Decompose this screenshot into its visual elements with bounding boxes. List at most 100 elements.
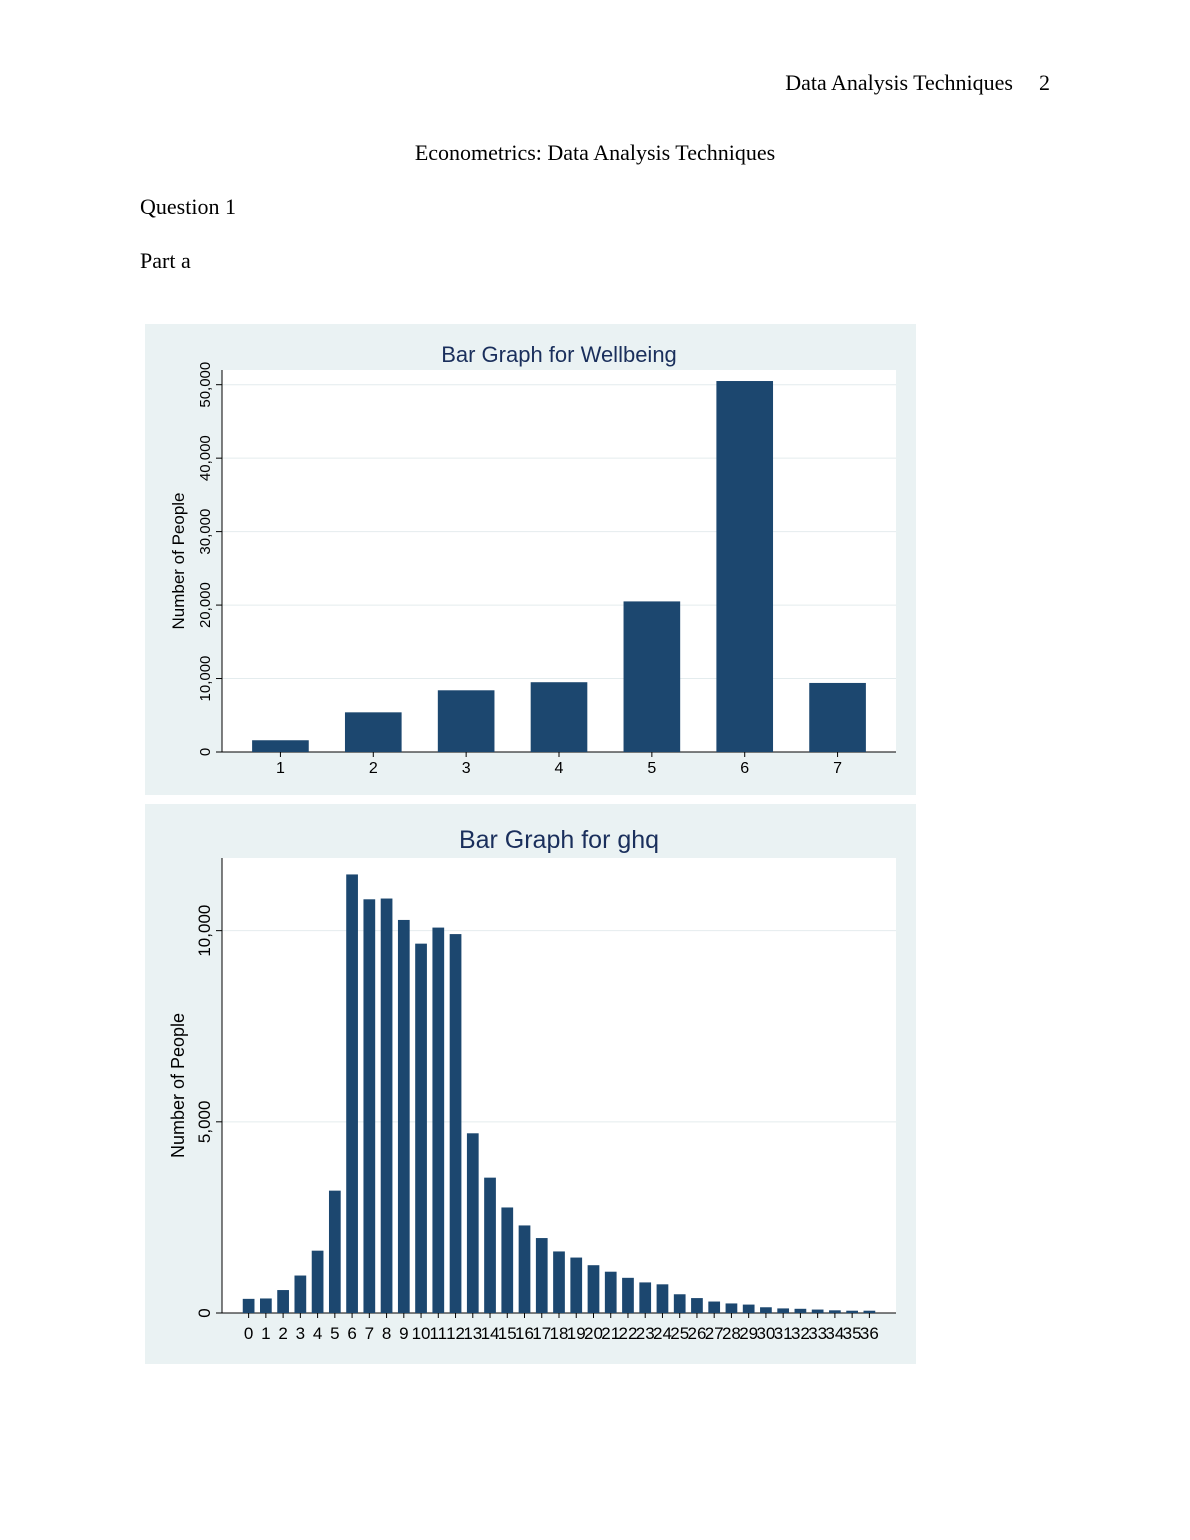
ghq-xtick-label: 7 [365, 1324, 374, 1343]
ghq-bar [535, 1238, 548, 1313]
ghq-xtick-label: 27 [705, 1324, 724, 1343]
part-heading: Part a [140, 248, 191, 273]
ghq-bar [501, 1207, 514, 1313]
ghq-bar [518, 1225, 531, 1313]
ghq-xtick-label: 13 [463, 1324, 482, 1343]
wellbeing-bar [437, 690, 495, 752]
ghq-plot-area [222, 858, 896, 1313]
ghq-xtick-label: 3 [296, 1324, 305, 1343]
ghq-bar [415, 943, 427, 1313]
wellbeing-bar [809, 682, 866, 752]
ghq-bar [777, 1308, 790, 1313]
ghq-bar [380, 898, 393, 1313]
ghq-bar [794, 1308, 807, 1313]
ghq-xtick-label: 29 [739, 1324, 758, 1343]
ghq-xtick-label: 4 [313, 1324, 322, 1343]
wellbeing-y-axis-label: Number of People [169, 492, 188, 629]
ghq-xtick-label: 21 [601, 1324, 620, 1343]
ghq-xtick-label: 18 [550, 1324, 569, 1343]
wellbeing-xtick-label: 1 [276, 760, 285, 777]
ghq-xtick-label: 35 [843, 1324, 862, 1343]
ghq-bar [587, 1265, 600, 1313]
ghq-xtick-label: 24 [653, 1324, 672, 1343]
ghq-xtick-label: 9 [399, 1324, 408, 1343]
running-head: Data Analysis Techniques 2 [785, 70, 1050, 96]
wellbeing-bar [344, 712, 402, 752]
wellbeing-ytick-label: 50,000 [197, 362, 214, 408]
running-title: Data Analysis Techniques [785, 70, 1013, 95]
wellbeing-bar [623, 601, 681, 752]
ghq-bar [277, 1290, 289, 1313]
ghq-xtick-label: 16 [515, 1324, 534, 1343]
question-heading: Question 1 [140, 194, 236, 219]
ghq-xtick-label: 19 [567, 1324, 586, 1343]
ghq-bar [742, 1304, 755, 1313]
wellbeing-bar [252, 740, 309, 752]
ghq-bar [656, 1284, 669, 1313]
ghq-bar [553, 1251, 565, 1313]
ghq-xtick-label: 34 [825, 1324, 844, 1343]
wellbeing-ytick-label: 30,000 [197, 509, 214, 555]
ghq-xtick-label: 36 [860, 1324, 879, 1343]
ghq-xtick-label: 2 [278, 1324, 287, 1343]
wellbeing-xtick-label: 7 [833, 760, 842, 777]
wellbeing-xtick-label: 5 [647, 760, 656, 777]
ghq-bar [673, 1294, 686, 1313]
ghq-ytick-label: 5,000 [195, 1101, 214, 1144]
ghq-xtick-label: 20 [584, 1324, 603, 1343]
wellbeing-xtick-label: 3 [462, 760, 471, 777]
ghq-xtick-label: 1 [261, 1324, 270, 1343]
ghq-bar [242, 1298, 255, 1313]
wellbeing-xtick-label: 2 [369, 760, 378, 777]
ghq-xtick-label: 17 [532, 1324, 551, 1343]
ghq-xtick-label: 22 [619, 1324, 638, 1343]
ghq-bar [449, 934, 462, 1313]
wellbeing-chart: Bar Graph for Wellbeing 0 10,000 20,000 30,0… [145, 324, 916, 795]
ghq-xtick-label: 30 [756, 1324, 775, 1343]
ghq-bar [725, 1303, 738, 1313]
ghq-xtick-label: 12 [446, 1324, 465, 1343]
ghq-xtick-label: 28 [722, 1324, 741, 1343]
ghq-xtick-label: 6 [347, 1324, 356, 1343]
wellbeing-xtick-label: 4 [555, 760, 564, 777]
ghq-xtick-label: 32 [791, 1324, 810, 1343]
wellbeing-ytick-label: 40,000 [197, 435, 214, 481]
wellbeing-ytick-label: 10,000 [197, 656, 214, 702]
wellbeing-xtick-label: 6 [740, 760, 749, 777]
ghq-bar [346, 874, 358, 1313]
wellbeing-ytick-label: 0 [197, 748, 214, 756]
wellbeing-bar [716, 381, 774, 752]
ghq-xtick-label: 33 [808, 1324, 827, 1343]
ghq-bar [432, 927, 445, 1313]
ghq-bar [604, 1271, 617, 1313]
ghq-xtick-label: 14 [481, 1324, 500, 1343]
ghq-bar [708, 1301, 721, 1313]
ghq-bar [829, 1310, 841, 1313]
ghq-bar [622, 1277, 634, 1313]
ghq-bar [363, 899, 376, 1313]
wellbeing-chart-svg: Bar Graph for Wellbeing 0 10,000 20,000 30,0… [169, 342, 896, 777]
ghq-xtick-label: 5 [330, 1324, 339, 1343]
wellbeing-ytick-label: 20,000 [197, 582, 214, 628]
ghq-bar [311, 1250, 324, 1313]
ghq-bar [570, 1257, 583, 1313]
ghq-bar [863, 1310, 876, 1313]
ghq-xtick-label: 0 [244, 1324, 253, 1343]
ghq-ytick-label: 10,000 [195, 905, 214, 957]
document-title: Econometrics: Data Analysis Techniques [414, 140, 776, 165]
ghq-ytick-label: 0 [195, 1308, 214, 1317]
ghq-xtick-label: 25 [670, 1324, 689, 1343]
ghq-xtick-label: 26 [687, 1324, 706, 1343]
page-number: 2 [1039, 70, 1050, 95]
ghq-xtick-label: 11 [429, 1324, 447, 1343]
wellbeing-bar [530, 682, 588, 752]
ghq-xtick-label: 15 [498, 1324, 517, 1343]
ghq-bar [397, 919, 410, 1313]
ghq-bar [260, 1298, 272, 1313]
ghq-bar [846, 1310, 858, 1313]
ghq-bar [484, 1177, 496, 1313]
ghq-bar [466, 1133, 479, 1313]
ghq-bar [639, 1282, 652, 1313]
ghq-y-axis-label: Number of People [168, 1013, 188, 1158]
